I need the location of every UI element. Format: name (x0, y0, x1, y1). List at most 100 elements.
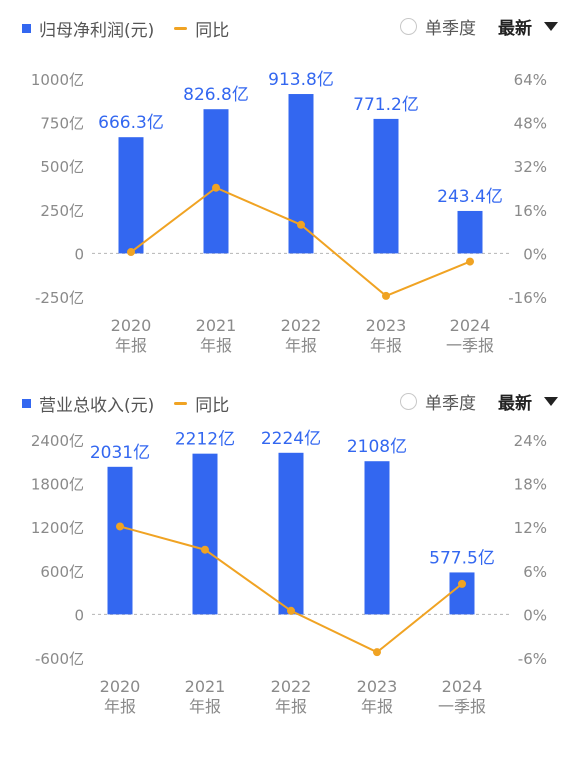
right-axis-tick-label: 0% (523, 245, 547, 263)
yoy-point (287, 606, 295, 615)
bar (373, 118, 399, 254)
bar (364, 461, 390, 615)
category-label-year: 2023 (357, 677, 398, 696)
category-label-period: 一季报 (446, 336, 494, 355)
category-label-period: 年报 (189, 697, 221, 716)
left-axis-tick-label: 1800亿 (31, 476, 84, 494)
category-label-year: 2021 (196, 316, 237, 335)
yoy-point (212, 183, 220, 192)
revenue-controls: 单季度 最新 (400, 389, 558, 414)
right-axis-tick-label: 18% (514, 476, 547, 494)
category-label-year: 2022 (271, 677, 312, 696)
revenue-chart: 2400亿 1800亿 1200亿 600亿 0 -600亿 24% 18% 12% 6% 0% -6… (31, 429, 547, 716)
line-legend-label: 同比 (195, 21, 230, 41)
caret-down-icon (544, 22, 558, 31)
line-legend-label: 同比 (195, 396, 230, 416)
left-axis-tick-label: 250亿 (40, 202, 84, 220)
category-label-period: 年报 (275, 697, 307, 716)
quarter-radio[interactable] (400, 18, 417, 35)
bar-value-label: 2108亿 (347, 437, 407, 457)
sort-dropdown-label: 最新 (498, 19, 532, 39)
category-label-period: 年报 (361, 697, 393, 716)
revenue-legend: 营业总收入(元) 同比 (22, 391, 229, 416)
bar-value-label: 771.2亿 (353, 95, 419, 115)
yoy-point (458, 579, 466, 588)
bar-legend-swatch (22, 24, 31, 33)
sort-dropdown[interactable]: 最新 (498, 14, 558, 39)
right-axis-tick-label: -6% (518, 650, 547, 668)
right-axis-tick-label: 32% (514, 158, 547, 176)
bar-legend-label: 营业总收入(元) (39, 396, 155, 416)
profit-chart-header: 归母净利润(元) 同比 单季度 最新 (0, 0, 584, 52)
bar-value-label: 2224亿 (261, 429, 321, 449)
category-label-year: 2024 (442, 677, 483, 696)
bar-value-label: 2031亿 (90, 443, 150, 463)
category-label-year: 2021 (185, 677, 226, 696)
category-label-period: 年报 (104, 697, 136, 716)
category-label-period: 一季报 (438, 697, 486, 716)
bar-legend-label: 归母净利润(元) (39, 21, 155, 41)
left-axis-tick-label: -600亿 (35, 650, 84, 668)
category-label-year: 2020 (111, 316, 152, 335)
revenue-chart-panel: 营业总收入(元) 同比 单季度 最新 2400亿 1800亿 1200亿 600亿 0 -… (0, 375, 584, 759)
bar (118, 137, 144, 254)
category-label-period: 年报 (285, 336, 317, 355)
yoy-point (297, 220, 305, 229)
left-axis-tick-label: -250亿 (35, 289, 84, 307)
quarter-label[interactable]: 单季度 (425, 19, 476, 39)
revenue-chart-header: 营业总收入(元) 同比 单季度 最新 (0, 375, 584, 427)
left-axis-tick-label: 500亿 (40, 158, 84, 176)
bar-value-label: 913.8亿 (268, 70, 334, 90)
category-label-year: 2022 (281, 316, 322, 335)
bar (288, 94, 314, 254)
profit-controls: 单季度 最新 (400, 14, 558, 39)
left-axis-tick-label: 750亿 (40, 115, 84, 133)
yoy-point (201, 545, 209, 554)
line-legend-swatch (174, 402, 188, 405)
profit-legend: 归母净利润(元) 同比 (22, 16, 229, 41)
quarter-label[interactable]: 单季度 (425, 394, 476, 414)
right-axis-tick-label: 16% (514, 202, 547, 220)
sort-dropdown-label: 最新 (498, 394, 532, 414)
yoy-point (466, 257, 474, 266)
category-label-period: 年报 (115, 336, 147, 355)
category-label-period: 年报 (200, 336, 232, 355)
bar-value-label: 2212亿 (175, 430, 235, 450)
bar (449, 572, 475, 615)
right-axis-tick-label: 6% (523, 563, 547, 581)
right-axis-tick-label: 24% (514, 432, 547, 450)
category-label-year: 2024 (450, 316, 491, 335)
right-axis-tick-label: -16% (508, 289, 547, 307)
right-axis-tick-label: 64% (514, 71, 547, 89)
sort-dropdown[interactable]: 最新 (498, 389, 558, 414)
caret-down-icon (544, 397, 558, 406)
left-axis-tick-label: 2400亿 (31, 432, 84, 450)
left-axis-tick-label: 1000亿 (31, 71, 84, 89)
bar (203, 109, 229, 254)
left-axis-tick-label: 0 (74, 606, 84, 624)
category-label-year: 2020 (100, 677, 141, 696)
bar-value-label: 577.5亿 (429, 548, 495, 568)
right-axis-tick-label: 0% (523, 606, 547, 624)
yoy-point (116, 522, 124, 531)
bar-legend-swatch (22, 399, 31, 408)
profit-chart: 1000亿 750亿 500亿 250亿 0 -250亿 64% 48% 32% 16% 0% -16… (31, 70, 547, 355)
right-axis-tick-label: 12% (514, 519, 547, 537)
yoy-point (382, 291, 390, 300)
bar (457, 210, 483, 254)
bar (278, 452, 304, 615)
bar-value-label: 666.3亿 (98, 113, 164, 133)
left-axis-tick-label: 600亿 (40, 563, 84, 581)
category-label-year: 2023 (366, 316, 407, 335)
left-axis-tick-label: 1200亿 (31, 519, 84, 537)
bar (192, 453, 218, 615)
right-axis-tick-label: 48% (514, 115, 547, 133)
left-axis-tick-label: 0 (74, 245, 84, 263)
bar (107, 466, 133, 615)
profit-chart-panel: 归母净利润(元) 同比 单季度 最新 1000亿 750亿 500亿 250亿 0 -25… (0, 0, 584, 375)
line-legend-swatch (174, 27, 188, 30)
yoy-point (127, 248, 135, 257)
category-label-period: 年报 (370, 336, 402, 355)
quarter-radio[interactable] (400, 393, 417, 410)
yoy-point (373, 648, 381, 657)
